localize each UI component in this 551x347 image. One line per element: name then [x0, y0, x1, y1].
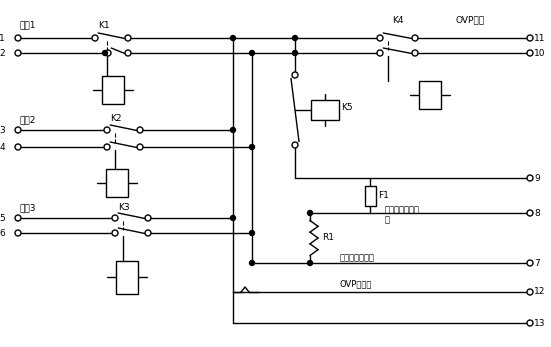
Circle shape: [527, 260, 533, 266]
Circle shape: [292, 142, 298, 148]
Text: 8: 8: [534, 209, 540, 218]
Circle shape: [15, 215, 21, 221]
Circle shape: [137, 127, 143, 133]
Text: 7: 7: [534, 259, 540, 268]
Text: K1: K1: [98, 20, 110, 29]
Circle shape: [293, 51, 298, 56]
Circle shape: [15, 50, 21, 56]
Circle shape: [105, 50, 111, 56]
Circle shape: [412, 35, 418, 41]
Bar: [116, 261, 138, 294]
Text: OVP测试点: OVP测试点: [340, 279, 372, 288]
Text: 3: 3: [0, 126, 5, 135]
Circle shape: [125, 50, 131, 56]
Circle shape: [292, 72, 298, 78]
Text: 10: 10: [534, 49, 545, 58]
Circle shape: [15, 127, 21, 133]
Circle shape: [293, 35, 298, 41]
Text: 输入3: 输入3: [20, 203, 36, 212]
Text: K2: K2: [110, 113, 122, 122]
Circle shape: [527, 50, 533, 56]
Circle shape: [125, 35, 131, 41]
Text: 短路电流测试点: 短路电流测试点: [340, 254, 375, 262]
Circle shape: [15, 35, 21, 41]
Text: K5: K5: [341, 102, 353, 111]
Text: 13: 13: [534, 319, 545, 328]
Circle shape: [307, 261, 312, 265]
Bar: [365, 186, 375, 205]
Circle shape: [527, 35, 533, 41]
Text: F1: F1: [378, 191, 389, 200]
Circle shape: [377, 35, 383, 41]
Text: 5: 5: [0, 213, 5, 222]
Circle shape: [230, 127, 235, 133]
Bar: [106, 169, 128, 197]
Text: 2: 2: [0, 49, 5, 58]
Text: K3: K3: [118, 203, 129, 212]
Text: 输入1: 输入1: [20, 20, 36, 29]
Circle shape: [145, 230, 151, 236]
Circle shape: [377, 50, 383, 56]
Circle shape: [92, 35, 98, 41]
Circle shape: [250, 51, 255, 56]
Text: 输入2: 输入2: [20, 116, 36, 125]
Text: 4: 4: [0, 143, 5, 152]
Circle shape: [250, 230, 255, 236]
Text: 6: 6: [0, 229, 5, 237]
Circle shape: [527, 320, 533, 326]
Circle shape: [112, 230, 118, 236]
Circle shape: [112, 215, 118, 221]
Text: R1: R1: [322, 234, 334, 243]
Text: K4: K4: [392, 16, 403, 25]
Circle shape: [230, 215, 235, 220]
Circle shape: [102, 51, 107, 56]
Circle shape: [104, 127, 110, 133]
Bar: [311, 100, 339, 120]
Circle shape: [15, 230, 21, 236]
Bar: [419, 81, 441, 109]
Circle shape: [307, 211, 312, 215]
Circle shape: [250, 144, 255, 150]
Circle shape: [15, 144, 21, 150]
Text: 保险丝完好测试
点: 保险丝完好测试 点: [385, 205, 420, 225]
Circle shape: [145, 215, 151, 221]
Text: 1: 1: [0, 34, 5, 42]
Bar: [102, 76, 124, 104]
Circle shape: [527, 175, 533, 181]
Circle shape: [250, 261, 255, 265]
Circle shape: [104, 144, 110, 150]
Circle shape: [527, 210, 533, 216]
Circle shape: [412, 50, 418, 56]
Circle shape: [137, 144, 143, 150]
Circle shape: [527, 289, 533, 295]
Text: OVP输入: OVP输入: [455, 16, 484, 25]
Text: 11: 11: [534, 34, 545, 42]
Circle shape: [230, 35, 235, 41]
Text: 12: 12: [534, 288, 545, 296]
Text: 9: 9: [534, 174, 540, 183]
